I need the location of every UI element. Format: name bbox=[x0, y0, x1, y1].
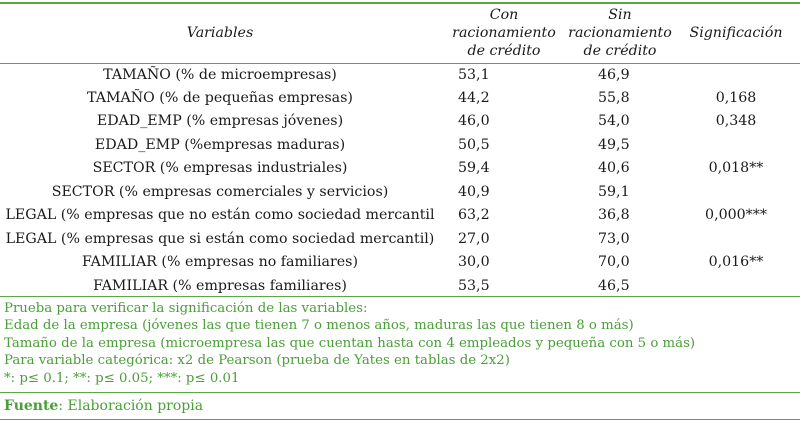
header-variables: Variables bbox=[186, 25, 254, 42]
cell-variable: FAMILIAR (% empresas no familiares) bbox=[81, 254, 359, 271]
header-con-racionamiento: Con racionamiento de crédito bbox=[440, 4, 568, 63]
cell-sin: 49,5 bbox=[598, 136, 630, 153]
header-con-line-2: racionamiento bbox=[452, 25, 556, 42]
header-sin-line-2: racionamiento bbox=[568, 25, 672, 42]
note-line: Edad de la empresa (jóvenes las que tien… bbox=[4, 318, 634, 334]
cell-con: 50,5 bbox=[458, 136, 490, 153]
table-row: FAMILIAR (% empresas no familiares) 30,0… bbox=[0, 251, 800, 275]
cell-con: 30,0 bbox=[458, 254, 490, 271]
cell-variable: EDAD_EMP (% empresas jóvenes) bbox=[96, 113, 344, 130]
note-line: *: p≤ 0.1; **: p≤ 0.05; ***: p≤ 0.01 bbox=[4, 370, 240, 386]
cell-sin: 73,0 bbox=[598, 230, 630, 247]
table-row: SECTOR (% empresas comerciales y servici… bbox=[0, 181, 800, 205]
table-row: SECTOR (% empresas industriales) 59,4 40… bbox=[0, 157, 800, 181]
cell-sin: 46,9 bbox=[598, 66, 630, 83]
cell-con: 59,4 bbox=[458, 160, 490, 177]
cell-sin: 46,5 bbox=[598, 277, 630, 294]
cell-sin: 70,0 bbox=[598, 254, 630, 271]
table-row: TAMAÑO (% de pequeñas empresas) 44,2 55,… bbox=[0, 87, 800, 111]
header-significacion: Significación bbox=[689, 25, 783, 42]
cell-significacion: 0,000*** bbox=[705, 207, 767, 224]
note-line: Tamaño de la empresa (microempresa las q… bbox=[4, 335, 696, 351]
cell-sin: 59,1 bbox=[598, 183, 630, 200]
cell-sin: 40,6 bbox=[598, 160, 630, 177]
header-sin-line-3: de crédito bbox=[583, 43, 657, 60]
notes-bottom-rule bbox=[0, 392, 800, 393]
table-row: LEGAL (% empresas que si están como soci… bbox=[0, 228, 800, 252]
cell-significacion bbox=[672, 63, 800, 87]
cell-variable: FAMILIAR (% empresas familiares) bbox=[93, 277, 347, 294]
results-table: Variables Con racionamiento de crédito S… bbox=[0, 4, 800, 298]
table-row: EDAD_EMP (% empresas jóvenes) 46,0 54,0 … bbox=[0, 110, 800, 134]
table-row: LEGAL (% empresas que no están como soci… bbox=[0, 204, 800, 228]
table-row: FAMILIAR (% empresas familiares) 53,5 46… bbox=[0, 275, 800, 299]
cell-con: 46,0 bbox=[458, 113, 490, 130]
cell-sin: 54,0 bbox=[598, 113, 630, 130]
header-con-line-1: Con bbox=[489, 7, 519, 24]
cell-con: 27,0 bbox=[458, 230, 490, 247]
table-row: TAMAÑO (% de microempresas) 53,1 46,9 bbox=[0, 63, 800, 87]
source-label: Fuente bbox=[4, 398, 59, 414]
table-bottom-rule bbox=[0, 296, 800, 297]
source-text: : Elaboración propia bbox=[58, 398, 204, 414]
cell-con: 44,2 bbox=[458, 89, 490, 106]
header-sin-line-1: Sin bbox=[608, 7, 632, 24]
cell-con: 53,1 bbox=[458, 66, 490, 83]
note-line: Para variable categórica: x2 de Pearson … bbox=[4, 353, 510, 369]
header-sin-racionamiento: Sin racionamiento de crédito bbox=[568, 4, 672, 63]
cell-sin: 55,8 bbox=[598, 89, 630, 106]
cell-significacion: 0,016** bbox=[708, 254, 764, 271]
cell-sin: 36,8 bbox=[598, 207, 630, 224]
cell-variable: SECTOR (% empresas industriales) bbox=[92, 160, 348, 177]
cell-significacion: 0,018** bbox=[708, 160, 764, 177]
cell-significacion bbox=[672, 134, 800, 158]
cell-significacion: 0,348 bbox=[715, 113, 757, 130]
cell-variable: SECTOR (% empresas comerciales y servici… bbox=[51, 183, 389, 200]
table-notes: Prueba para verificar la significación d… bbox=[4, 300, 796, 387]
cell-variable: EDAD_EMP (%empresas maduras) bbox=[94, 136, 346, 153]
top-rule bbox=[0, 2, 800, 4]
cell-significacion: 0,168 bbox=[715, 89, 757, 106]
cell-variable: LEGAL (% empresas que si están como soci… bbox=[5, 230, 435, 247]
cell-variable: TAMAÑO (% de pequeñas empresas) bbox=[87, 89, 353, 106]
source-line: Fuente: Elaboración propia bbox=[4, 396, 203, 416]
cell-variable: TAMAÑO (% de microempresas) bbox=[103, 66, 337, 83]
table-row: EDAD_EMP (%empresas maduras) 50,5 49,5 bbox=[0, 134, 800, 158]
cell-con: 40,9 bbox=[458, 183, 490, 200]
cell-significacion bbox=[672, 228, 800, 252]
cell-con: 53,5 bbox=[458, 277, 490, 294]
table-header-row: Variables Con racionamiento de crédito S… bbox=[0, 4, 800, 63]
note-line: Prueba para verificar la significación d… bbox=[4, 301, 368, 316]
cell-con: 63,2 bbox=[458, 207, 490, 224]
cell-significacion bbox=[672, 181, 800, 205]
cell-variable: LEGAL (% empresas que no están como soci… bbox=[5, 207, 435, 224]
bottom-rule bbox=[0, 419, 800, 420]
cell-significacion bbox=[672, 275, 800, 299]
header-con-line-3: de crédito bbox=[467, 43, 541, 60]
